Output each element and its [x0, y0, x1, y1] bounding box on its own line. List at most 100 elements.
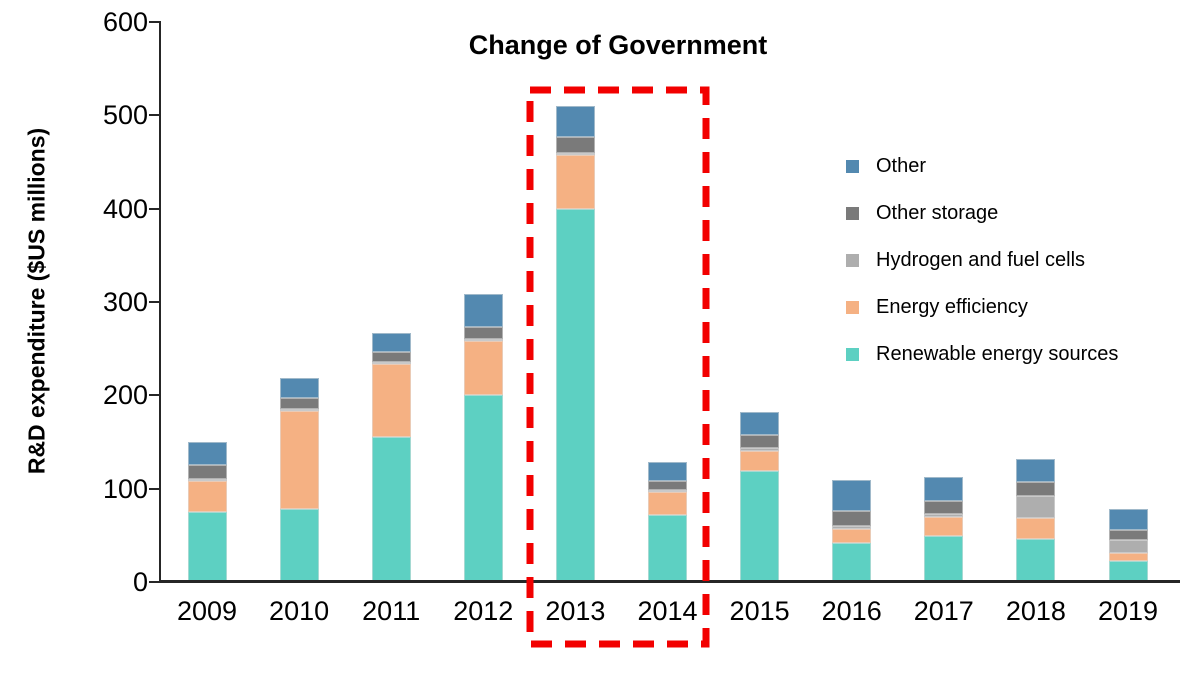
legend-label: Energy efficiency [876, 296, 1028, 318]
bar-segment [832, 528, 872, 543]
bar-segment [1016, 482, 1056, 497]
y-tick [149, 21, 160, 23]
x-tick-label: 2018 [1005, 596, 1066, 626]
bar-segment [740, 412, 780, 436]
bar-segment [648, 461, 687, 482]
legend-label: Renewable energy sources [876, 343, 1119, 365]
y-tick-label: 200 [102, 380, 148, 411]
legend-swatch-icon [846, 160, 859, 173]
bar-segment [1108, 540, 1148, 554]
bar-segment [187, 512, 227, 582]
y-tick [149, 394, 160, 397]
bar-segment [371, 437, 411, 582]
y-tick [149, 114, 160, 117]
legend-swatch-icon [846, 301, 859, 314]
x-tick-label: 2019 [1097, 596, 1159, 626]
x-tick-label: 2017 [913, 596, 974, 626]
bar-segment [555, 152, 595, 156]
bar-segment [371, 363, 411, 438]
bar-segment [740, 470, 780, 582]
annotation-title: Change of Government [468, 30, 768, 60]
bar-segment [740, 447, 780, 452]
legend-label: Hydrogen and fuel cells [876, 249, 1086, 271]
bar-segment [924, 516, 964, 537]
bar-segment [832, 542, 872, 582]
x-tick-label: 2011 [362, 596, 421, 626]
bar-segment [1108, 553, 1148, 561]
bar-segment [924, 513, 964, 517]
bar-segment [832, 511, 872, 526]
y-axis-label: R&D expenditure ($US millions) [23, 127, 50, 475]
x-tick-label: 2014 [637, 596, 698, 626]
legend: Other Other storage Hydrogen and fuel cell… [846, 154, 1118, 367]
legend-swatch-icon [846, 348, 859, 361]
legend-swatch-icon [846, 207, 859, 220]
bar-segment [1016, 539, 1056, 582]
bar-segment [924, 536, 964, 582]
bar-segment [648, 489, 687, 493]
bar-segment [371, 332, 411, 353]
bar-segment [1108, 529, 1148, 540]
y-axis-line [159, 21, 161, 583]
bar-segment [832, 526, 872, 529]
bar-segment [1108, 560, 1148, 582]
bar-segment [1016, 517, 1056, 540]
y-tick-label: 300 [102, 287, 148, 317]
bar-segment [463, 293, 503, 328]
bar-segment [371, 361, 411, 364]
bar-segment [555, 106, 595, 137]
y-tick-label: 500 [102, 100, 148, 131]
legend-swatch-icon [846, 254, 859, 267]
bar-segment [371, 352, 411, 362]
y-tick-label: 600 [102, 7, 148, 37]
legend-item: Other [846, 154, 1118, 179]
bar-segment [1016, 458, 1056, 483]
bar-segment [924, 477, 964, 501]
bar-segment [555, 136, 595, 153]
y-tick-label: 0 [132, 567, 148, 597]
bar-segment [648, 492, 687, 515]
bar-segment [924, 500, 964, 514]
bar-segment [555, 155, 595, 209]
bar-segment [187, 479, 227, 482]
legend-item: Energy efficiency [846, 295, 1118, 320]
bar-segment [187, 442, 227, 466]
legend-item: Hydrogen and fuel cells [846, 248, 1118, 273]
y-tick [149, 487, 160, 490]
y-tick [149, 581, 160, 583]
bar-segment [187, 481, 227, 512]
legend-label: Other storage [876, 202, 999, 224]
bar-segment [463, 341, 503, 396]
y-tick [149, 207, 160, 210]
bar-segment [740, 435, 780, 448]
bar-segment [648, 514, 687, 582]
bar-segment [187, 465, 227, 480]
bar-segment [463, 339, 503, 342]
bar-segment [555, 208, 595, 582]
bar-segment [648, 481, 687, 490]
x-axis-line [159, 580, 1180, 583]
bar-segment [740, 451, 780, 471]
bar-segment [463, 327, 503, 340]
x-tick-label: 2015 [729, 596, 790, 626]
x-tick-label: 2009 [176, 596, 238, 626]
bar-segment [1016, 496, 1056, 518]
legend-item: Other storage [846, 201, 1118, 226]
legend-label: Other [876, 155, 927, 177]
legend-item: Renewable energy sources [846, 342, 1118, 367]
y-tick-label: 100 [102, 473, 148, 504]
x-tick-label: 2012 [453, 596, 514, 626]
bar-segment [279, 398, 319, 410]
x-tick-label: 2016 [821, 596, 882, 626]
x-tick-label: 2010 [269, 596, 330, 626]
bar-segment [832, 480, 872, 512]
bar-segment [279, 377, 319, 399]
y-tick-label: 400 [102, 193, 148, 224]
y-tick [149, 301, 160, 303]
bar-segment [279, 509, 319, 582]
x-tick-label: 2013 [545, 596, 606, 626]
bar-segment [279, 411, 319, 510]
bar-segment [1108, 509, 1148, 530]
bar-segment [279, 409, 319, 412]
